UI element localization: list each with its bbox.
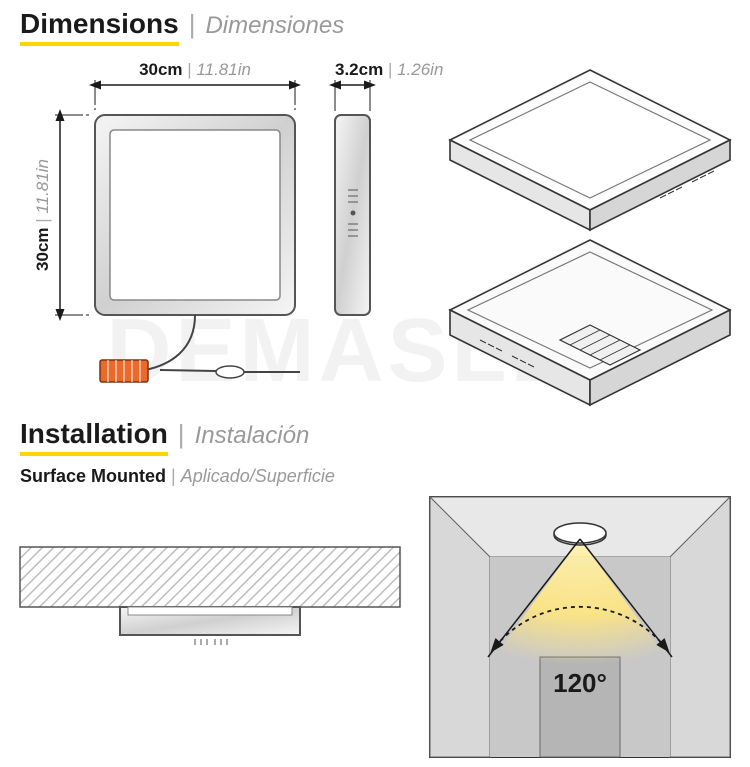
dimensions-diagram: 30cm | 11.81in 30cm | 11.81in [0,50,750,410]
mount-type: Surface Mounted | Aplicado/Superficie [0,460,750,487]
dimensions-title-es: Dimensiones [205,12,344,40]
width-imperial: 11.81in [196,60,251,79]
title-separator: | [178,419,185,450]
width-metric: 30cm [139,60,182,79]
beam-angle-label: 120° [553,668,607,698]
front-view: 30cm | 11.81in 30cm | 11.81in [33,60,300,382]
cross-section-view [20,547,400,645]
mount-type-es: Aplicado/Superficie [181,466,335,486]
height-imperial: 11.81in [33,159,52,214]
installation-heading: Installation | Instalación [0,410,750,460]
dimensions-title-en: Dimensions [20,8,179,46]
svg-text:30cm | 11.81in: 30cm | 11.81in [33,159,52,271]
beam-angle-view: 120° [430,497,730,757]
installation-title-es: Instalación [195,422,310,450]
depth-metric: 3.2cm [335,60,383,79]
svg-text:30cm | 11.81in: 30cm | 11.81in [139,60,251,79]
svg-text:3.2cm | 1.26in: 3.2cm | 1.26in [335,60,443,79]
installation-diagram: 120° [0,487,750,767]
depth-imperial: 1.26in [397,60,443,79]
installation-title-en: Installation [20,418,168,456]
isometric-top [450,70,730,230]
title-separator: | [189,9,196,40]
dimensions-heading: Dimensions | Dimensiones [0,0,750,50]
isometric-base [450,240,730,405]
side-view: 3.2cm | 1.26in [335,60,443,315]
mount-type-en: Surface Mounted [20,466,166,486]
height-metric: 30cm [33,227,52,270]
